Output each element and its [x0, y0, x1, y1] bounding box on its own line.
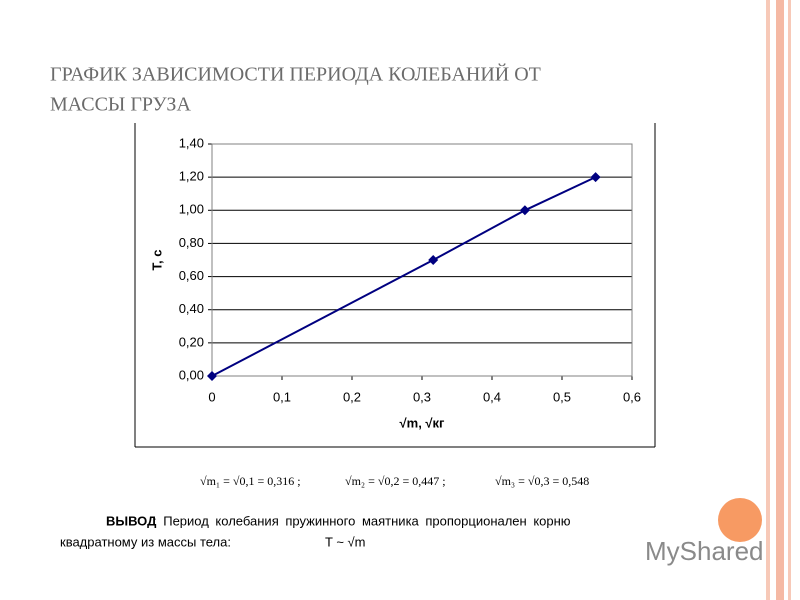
x-tick-label: 0,2: [343, 389, 361, 404]
y-tick-label: 0,00: [179, 367, 204, 382]
x-tick-label: 0,1: [273, 389, 291, 404]
border-stripe: [766, 0, 770, 600]
y-tick-label: 0,20: [179, 334, 204, 349]
conclusion-formula: T ~ √m: [325, 534, 366, 549]
x-tick-label: 0,6: [623, 389, 641, 404]
y-tick-label: 0,60: [179, 268, 204, 283]
slide-title: ГРАФИК ЗАВИСИМОСТИ ПЕРИОДА КОЛЕБАНИЙ ОТ: [50, 63, 541, 86]
conclusion-text: : Период колебания пружинного маятника п…: [153, 513, 571, 528]
data-point: [207, 371, 217, 381]
y-tick-label: 0,40: [179, 301, 204, 316]
plot-area: [211, 143, 633, 377]
x-tick-label: 0: [208, 389, 215, 404]
x-tick-label: 0,5: [553, 389, 571, 404]
data-point: [590, 172, 601, 183]
y-axis-title: T, c: [149, 250, 164, 271]
slide-title: МАССЫ ГРУЗА: [50, 94, 191, 116]
x-axis-title: √m, √кг: [400, 415, 446, 430]
y-tick-label: 1,40: [179, 135, 204, 150]
conclusion-label: ВЫВОД: [106, 513, 157, 528]
decor-circle: [718, 498, 762, 542]
formula: √m₃ = √0,3 = 0,548: [495, 474, 589, 488]
data-point: [519, 205, 530, 216]
y-tick-label: 1,20: [179, 169, 204, 184]
y-tick-label: 1,00: [179, 202, 204, 217]
formula: √m₁ = √0,1 = 0,316 ;: [200, 474, 301, 488]
formula: √m₂ = √0,2 = 0,447 ;: [345, 474, 446, 488]
border-stripe: [788, 0, 791, 600]
watermark: MyShared: [645, 536, 764, 566]
conclusion-text: квадратному из массы тела:: [60, 534, 231, 549]
x-tick-label: 0,4: [483, 389, 501, 404]
series-line: [211, 176, 597, 377]
border-stripe: [776, 0, 784, 600]
y-tick-label: 0,80: [179, 235, 204, 250]
x-tick-label: 0,3: [413, 389, 431, 404]
data-point: [428, 255, 439, 265]
